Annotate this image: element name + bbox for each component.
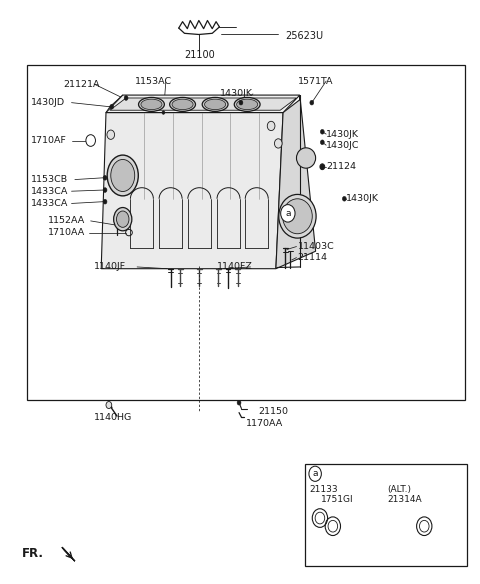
Text: 1153AC: 1153AC [135,77,172,86]
Circle shape [86,135,96,147]
Ellipse shape [234,98,260,112]
Text: 1430JD: 1430JD [31,98,65,107]
Text: 1571TA: 1571TA [298,77,333,86]
Text: 1430JC: 1430JC [326,141,360,150]
Ellipse shape [297,148,316,168]
Text: 21133: 21133 [310,485,338,494]
Bar [27,65,465,400]
Circle shape [281,204,295,222]
Polygon shape [276,95,316,269]
Ellipse shape [283,199,312,234]
Ellipse shape [114,207,132,231]
Text: 1140HG: 1140HG [94,413,132,422]
Polygon shape [62,547,75,561]
Text: 11403C: 11403C [298,242,334,251]
Text: 1153CB: 1153CB [31,175,68,184]
Text: 1140FZ: 1140FZ [217,262,253,272]
Ellipse shape [117,211,129,227]
Text: 21150: 21150 [258,407,288,416]
Text: 1433CA: 1433CA [31,199,68,208]
Circle shape [103,187,107,192]
Text: 21314A: 21314A [387,495,422,505]
Text: 1430JK: 1430JK [220,89,253,99]
Text: 21114: 21114 [298,253,327,262]
Ellipse shape [172,99,193,110]
Text: (ALT.): (ALT.) [387,485,411,494]
Text: 1170AA: 1170AA [246,419,283,427]
Polygon shape [110,98,297,110]
Text: 21124: 21124 [326,162,356,171]
Circle shape [239,100,243,105]
Polygon shape [106,95,300,113]
Text: 1710AF: 1710AF [31,136,67,145]
Text: 1430JK: 1430JK [346,194,379,203]
Text: 21100: 21100 [184,50,215,61]
Circle shape [107,130,115,140]
Text: 1152AA: 1152AA [48,217,85,225]
Circle shape [310,100,314,105]
Ellipse shape [169,98,195,112]
Circle shape [275,139,282,148]
Ellipse shape [279,194,316,238]
Circle shape [124,96,128,100]
Text: 1710AA: 1710AA [48,228,85,237]
Circle shape [320,164,324,169]
Bar [305,464,468,566]
Ellipse shape [202,98,228,112]
Ellipse shape [107,155,138,196]
Circle shape [321,140,324,145]
Circle shape [110,105,114,109]
Text: 25623U: 25623U [286,30,324,41]
Circle shape [162,111,165,114]
Text: a: a [285,209,290,218]
Text: 1140JF: 1140JF [94,262,126,272]
Ellipse shape [204,99,226,110]
Ellipse shape [139,98,164,112]
Circle shape [103,199,107,204]
Ellipse shape [141,99,162,110]
Circle shape [309,466,322,481]
Circle shape [106,402,112,409]
Text: 21121A: 21121A [63,79,99,89]
Ellipse shape [111,159,135,192]
Polygon shape [101,113,283,269]
Circle shape [103,175,107,180]
Circle shape [321,130,324,134]
Text: FR.: FR. [22,547,44,559]
Circle shape [237,401,241,405]
Text: 1433CA: 1433CA [31,187,68,196]
Text: 1751GI: 1751GI [322,495,354,505]
Text: a: a [312,470,318,478]
Text: 1430JK: 1430JK [326,130,359,138]
Circle shape [342,196,346,201]
Ellipse shape [237,99,258,110]
Circle shape [267,121,275,131]
